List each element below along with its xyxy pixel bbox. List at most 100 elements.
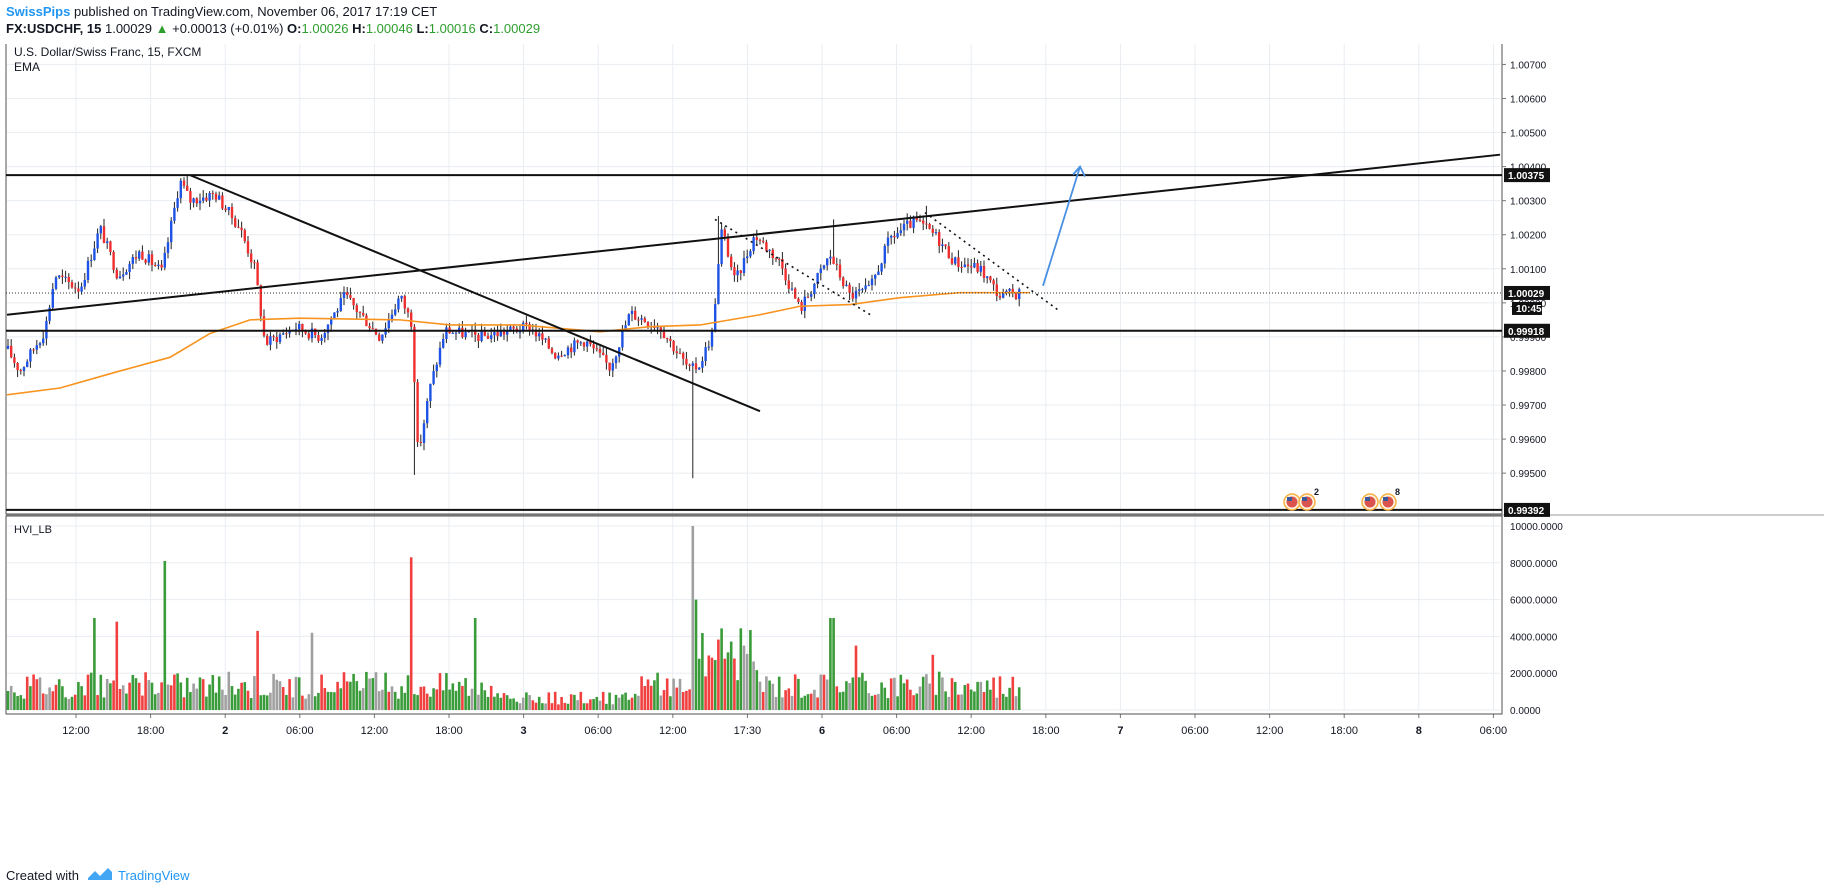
volume-bar [397,698,400,710]
candle-body [381,334,384,341]
volume-bar [973,691,976,710]
volume-bar [745,653,749,710]
volume-bar [438,673,442,710]
candle-body [230,206,234,219]
candle-body [566,347,570,356]
candle-body [669,338,672,341]
volume-bar [285,694,288,710]
volume-bar [528,695,531,710]
volume-bar [662,690,666,710]
candle-body [10,345,13,358]
volume-bar [816,697,819,710]
candle-body [310,328,314,339]
volume-bar [531,700,535,710]
candle-body [368,326,371,329]
volume-bar [985,680,989,710]
dotted-trend-line [714,218,873,317]
volume-bar [381,689,384,710]
volume-bar [793,674,797,710]
event-count-badge: 2 [1314,487,1319,497]
volume-bar [192,683,195,710]
candle-body [950,258,954,264]
candle-body [150,254,154,265]
candle-body [563,355,566,357]
volume-bar [915,693,919,710]
volume-bar [733,658,736,710]
volume-bar [749,630,752,710]
volume-bar [768,680,771,710]
candle-body [822,265,826,269]
volume-bar [982,692,986,710]
x-tick-label: 18:00 [1032,725,1060,737]
volume-bar [416,695,419,710]
volume-bar [489,685,493,710]
volume-bar [605,703,608,710]
candle-body [1008,288,1011,291]
candle-body [227,206,230,211]
volume-bar [195,688,199,710]
volume-tick-label: 2000.0000 [1510,669,1558,680]
candle-body [893,235,896,238]
candle-body [525,322,528,325]
chart-canvas[interactable]: 12:00 18:00 2 06:00 12:00 18:00 3 06:00 12:00 17:… [0,44,1824,862]
volume-bar [429,696,432,710]
candle-body [970,266,973,268]
volume-bar [771,683,775,710]
candle-body [506,330,509,335]
volume-bar [813,689,816,710]
candle-body [838,264,842,278]
volume-bar [19,695,23,710]
candle-body [154,264,157,267]
candle-body [205,197,208,201]
x-tick-label: 18:00 [1330,725,1358,737]
volume-bar [653,680,656,710]
tradingview-link[interactable]: TradingView [118,868,190,883]
volume-bar [224,694,227,710]
candle-body [550,348,554,353]
candle-body [944,244,947,247]
candle-body [883,245,886,264]
high-value: 1.00046 [365,21,413,36]
volume-bar [803,695,807,710]
trend-line [6,153,1501,316]
us-flag-event-icon [1361,493,1379,511]
open-label: O: [287,21,302,36]
candle-body [957,257,960,268]
candle-body [787,280,790,289]
candle-body [406,308,410,313]
author-link[interactable]: SwissPips [6,4,71,19]
candle-body [307,333,310,339]
candle-body [54,277,58,289]
candle-body [35,345,38,350]
volume-bar [137,682,141,710]
candle-body [794,288,797,299]
current-price-tag [1504,285,1550,300]
volume-bar [697,658,701,710]
candle-body [547,338,550,349]
volume-bar [281,687,285,710]
candle-body [851,292,854,299]
volume-bar [505,695,509,710]
candle-body [877,271,880,275]
volume-bar [774,696,778,710]
volume-bar [435,689,439,710]
candle-body [989,276,992,281]
open-value: 1.00026 [301,21,349,36]
candle-body [58,275,61,278]
x-tick-label: 3 [521,725,527,737]
volume-bar [637,695,640,710]
volume-bar [963,685,967,710]
volume-bar [131,674,135,710]
candle-body [976,262,979,272]
volume-bar [819,674,823,710]
candle-body [710,330,714,347]
volume-bar [320,674,323,710]
candle-body [61,275,64,278]
close-label: C: [479,21,494,36]
candle-body [438,347,442,365]
volume-bar [905,679,909,710]
volume-bar [589,699,592,710]
volume-bar [205,696,208,710]
volume-bars-group [6,526,1021,710]
candle-body [99,226,102,234]
